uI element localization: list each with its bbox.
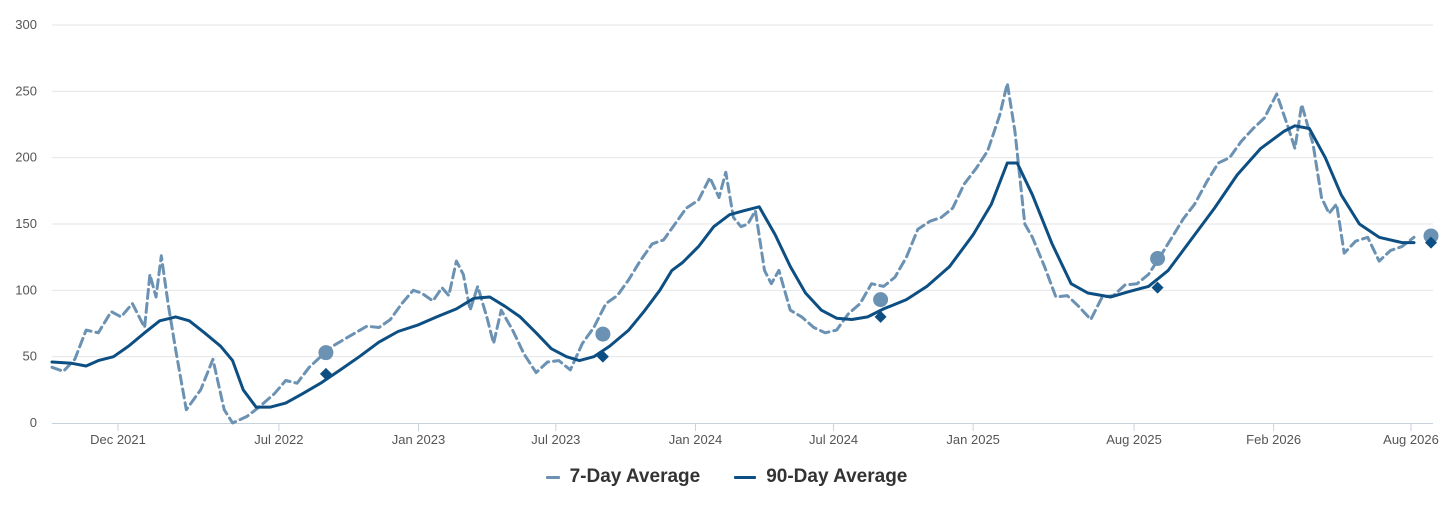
- y-tick-labels: 0 50 100 150 200 250 300: [15, 17, 37, 430]
- x-tick-label: Aug 2026: [1383, 432, 1439, 447]
- x-tick-label: Aug 2025: [1106, 432, 1162, 447]
- marker-90-day-average[interactable]: [874, 310, 887, 323]
- y-tick-label: 100: [15, 282, 37, 297]
- marker-90-day-average[interactable]: [596, 350, 609, 363]
- x-tick-label: Dec 2021: [90, 432, 146, 447]
- marker-7-day-average[interactable]: [1423, 228, 1439, 244]
- x-tick-label: Jul 2023: [531, 432, 580, 447]
- x-tick-label: Jan 2025: [946, 432, 1000, 447]
- y-tick-label: 300: [15, 17, 37, 32]
- legend-swatch-90-day: [734, 475, 757, 479]
- series-line-90-day-average: [50, 124, 1416, 409]
- grid-lines: [52, 24, 1433, 358]
- x-tick-label: Jan 2023: [392, 432, 446, 447]
- axes: [52, 423, 1433, 431]
- legend-label: 90-Day Average: [766, 466, 908, 487]
- x-tick-label: Jul 2022: [254, 432, 303, 447]
- line-chart-canvas: 0 50 100 150 200 250 300 Dec 2021 Jul 2022 Jan 2…: [15, 17, 1439, 447]
- y-tick-label: 50: [23, 349, 37, 364]
- marker-7-day-average[interactable]: [318, 345, 334, 361]
- marker-7-day-average[interactable]: [873, 292, 889, 308]
- legend-label: 7-Day Average: [569, 466, 701, 487]
- legend-item-7-day-average[interactable]: 7-Day Average: [545, 466, 701, 488]
- series-lines: [50, 81, 1416, 425]
- marker-90-day-average[interactable]: [1425, 236, 1437, 249]
- legend: 7-Day Average 90-Day Average: [0, 466, 1453, 488]
- x-tick-label: Jul 2024: [809, 432, 858, 447]
- y-tick-label: 150: [15, 216, 37, 231]
- x-tick-labels: Dec 2021 Jul 2022 Jan 2023 Jul 2023 Jan 2024…: [90, 432, 1439, 447]
- series-markers: [318, 228, 1439, 380]
- marker-90-day-average[interactable]: [319, 367, 332, 380]
- y-tick-label: 0: [30, 415, 37, 430]
- y-tick-label: 250: [15, 83, 37, 98]
- marker-7-day-average[interactable]: [1150, 250, 1166, 266]
- x-tick-label: Jan 2024: [669, 432, 723, 447]
- series-line-7-day-average: [50, 81, 1416, 425]
- legend-item-90-day-average[interactable]: 90-Day Average: [734, 466, 907, 488]
- marker-90-day-average[interactable]: [1151, 281, 1164, 294]
- legend-swatch-7-day: [545, 475, 560, 479]
- x-tick-label: Feb 2026: [1246, 432, 1301, 447]
- y-tick-label: 200: [15, 150, 37, 165]
- marker-7-day-average[interactable]: [595, 326, 611, 342]
